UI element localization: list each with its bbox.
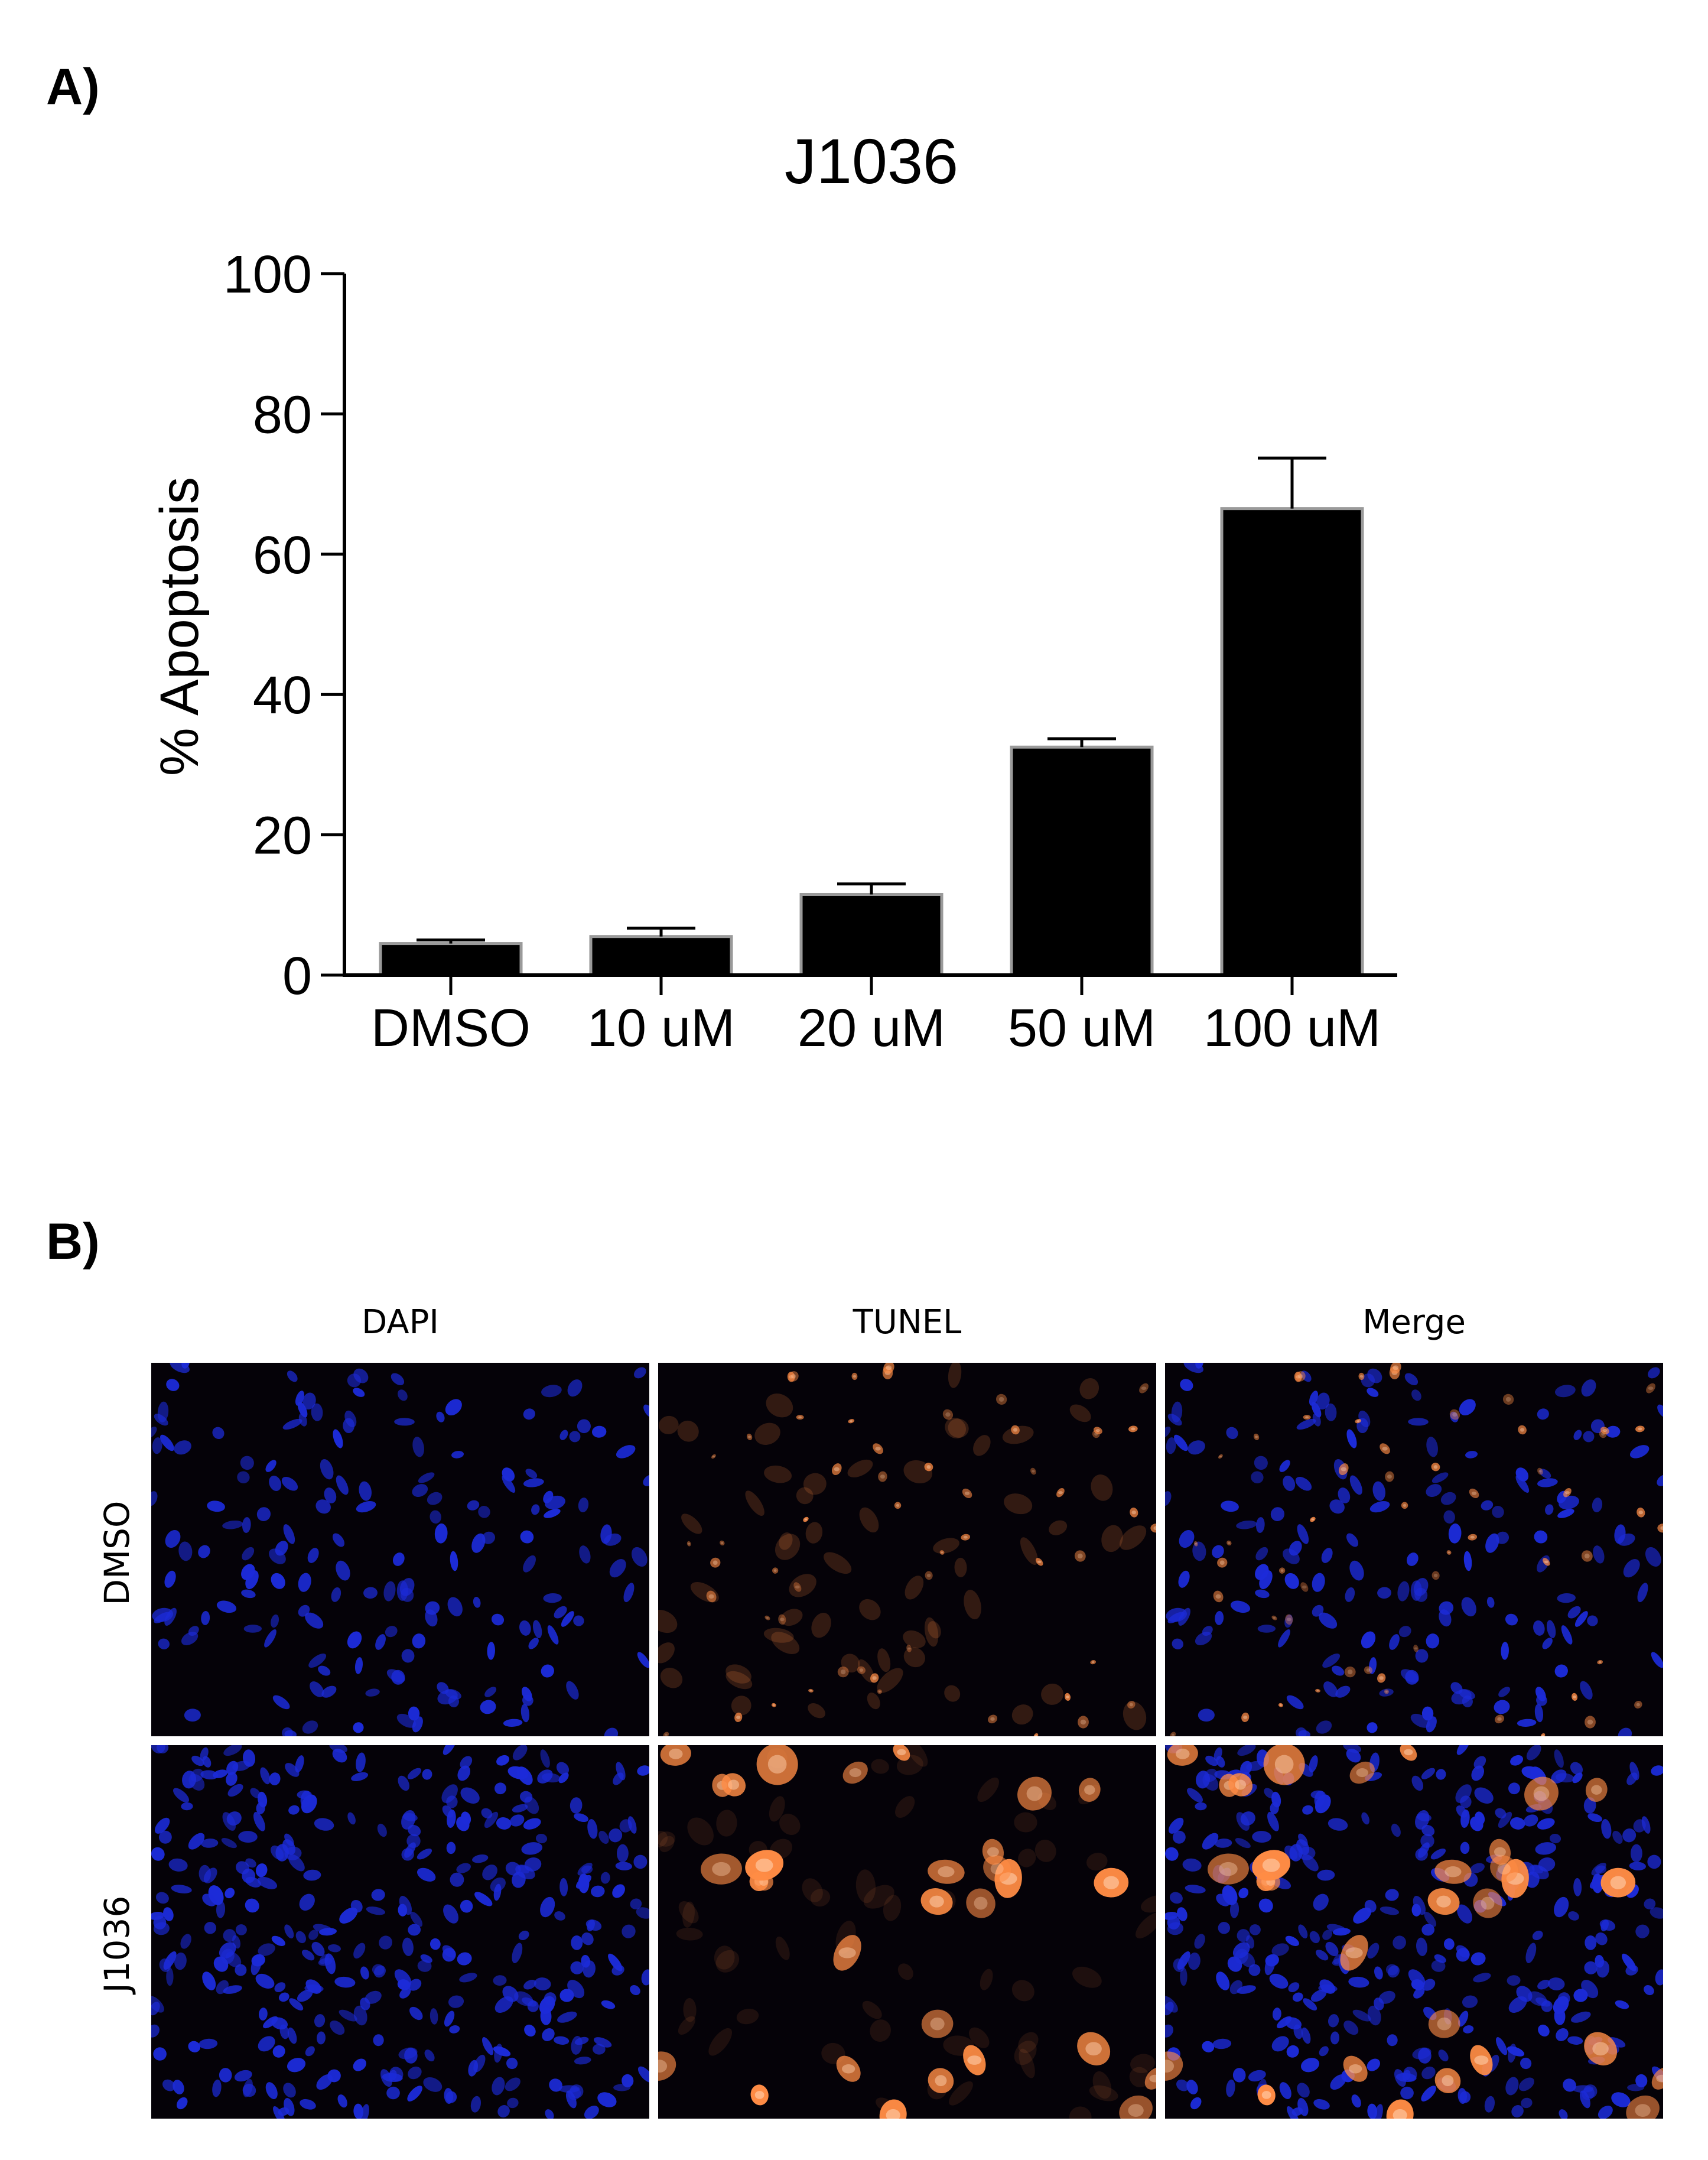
y-tick-label-20: 20	[253, 807, 312, 866]
micrograph-dmso-dapi	[151, 1363, 649, 1736]
micrograph-j1036-tunel	[658, 1745, 1156, 2119]
micrograph-dmso-merge	[1165, 1363, 1663, 1736]
row-label-j1036: J1036	[97, 1895, 137, 1993]
x-tick-label-50-um: 50 uM	[1008, 999, 1156, 1058]
panel-b-label: B)	[46, 1213, 100, 1270]
error-bar-100-um	[1258, 456, 1326, 509]
error-bar-dmso	[417, 938, 485, 944]
x-tick-label-100-um: 100 uM	[1203, 999, 1381, 1058]
column-header-merge: Merge	[1362, 1303, 1466, 1342]
error-bar-50-um	[1047, 737, 1116, 748]
y-tick-label-100: 100	[223, 245, 312, 304]
chart-title: J1036	[785, 125, 958, 197]
x-tick-label-20-um: 20 uM	[798, 999, 945, 1058]
bar-50-um	[1010, 745, 1154, 977]
bar-20-um	[799, 892, 944, 977]
column-header-dapi: DAPI	[362, 1303, 439, 1342]
bar-10-um	[589, 935, 733, 977]
y-tick-label-80: 80	[253, 385, 312, 444]
micrograph-j1036-merge	[1165, 1745, 1663, 2119]
error-bar-20-um	[837, 882, 906, 895]
bar-100-um	[1220, 507, 1364, 977]
y-axis-label: % Apoptosis	[149, 477, 210, 776]
panel-a-label: A)	[46, 59, 100, 115]
y-tick-label-60: 60	[253, 526, 312, 585]
column-header-tunel: TUNEL	[853, 1303, 962, 1342]
row-label-dmso: DMSO	[97, 1500, 137, 1606]
y-tick-label-40: 40	[253, 666, 312, 725]
micrograph-j1036-dapi	[151, 1745, 649, 2119]
error-bar-10-um	[627, 926, 695, 937]
x-tick-label-dmso: DMSO	[371, 999, 531, 1058]
bar-dmso	[379, 942, 523, 977]
bar-chart: J1036 % Apoptosis 0 20 40 60 80 100 DMSO 10 uM…	[149, 125, 1397, 1058]
x-tick-label-10-um: 10 uM	[587, 999, 735, 1058]
y-tick-label-0: 0	[282, 947, 312, 1006]
micrograph-dmso-tunel	[658, 1363, 1156, 1736]
